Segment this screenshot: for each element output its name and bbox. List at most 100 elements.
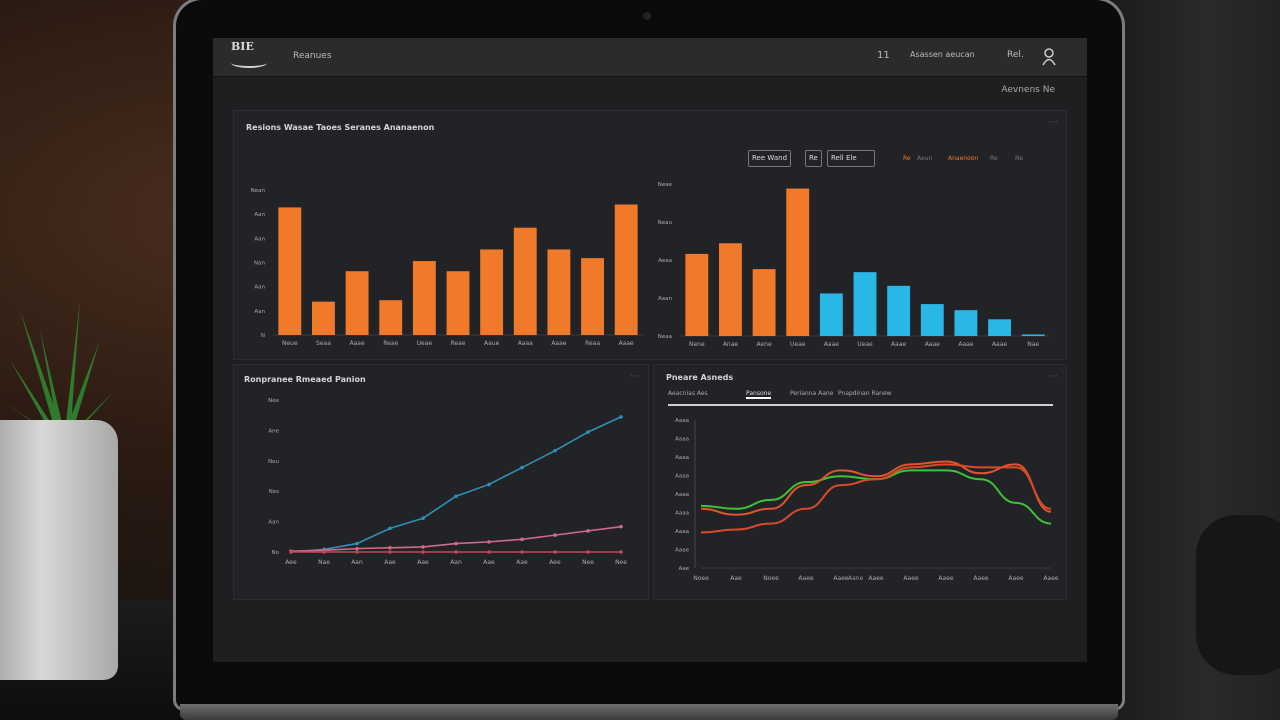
user-icon[interactable]	[1042, 48, 1056, 66]
data-point[interactable]	[388, 550, 392, 554]
data-point[interactable]	[520, 537, 524, 542]
y-tick-label: Neu	[268, 459, 279, 465]
nav-reanues[interactable]: Reanues	[293, 51, 332, 61]
y-tick-label: Aae	[678, 566, 689, 572]
y-tick-label: Aeaa	[658, 258, 672, 264]
data-point[interactable]	[520, 465, 524, 470]
data-point[interactable]	[421, 516, 425, 521]
bar[interactable]	[853, 272, 877, 336]
data-point[interactable]	[487, 540, 491, 544]
trend-tab-3[interactable]: Perianna Aane	[790, 390, 834, 397]
data-point[interactable]	[454, 494, 458, 499]
x-tick-label: Nae	[1027, 341, 1039, 348]
bar[interactable]	[752, 269, 776, 336]
bar[interactable]	[614, 204, 638, 336]
x-tick-label: Ueae	[790, 341, 806, 348]
filter-chip-3[interactable]: Rell Ele	[827, 150, 875, 167]
more-icon[interactable]: ⋯	[1048, 117, 1058, 128]
x-tick-label: Aaae	[992, 341, 1007, 348]
bar[interactable]	[480, 249, 504, 335]
plant-pot	[0, 420, 118, 680]
data-point[interactable]	[388, 526, 392, 531]
x-tick-label: Aae	[417, 559, 429, 566]
notification-count[interactable]: 11	[877, 50, 890, 61]
bar[interactable]	[719, 243, 742, 336]
data-point[interactable]	[586, 550, 590, 554]
data-point[interactable]	[619, 524, 623, 529]
bar[interactable]	[786, 188, 810, 336]
y-tick-label: Neaa	[658, 334, 672, 340]
data-point[interactable]	[355, 541, 359, 546]
data-point[interactable]	[553, 448, 557, 453]
data-point[interactable]	[388, 545, 392, 550]
line-more-icon[interactable]: ⋯	[630, 371, 640, 382]
x-tick-label: Seaa	[316, 340, 331, 347]
bar[interactable]	[345, 271, 369, 335]
x-tick-label: Ueae	[417, 340, 433, 347]
x-tick-label: Nene	[689, 341, 705, 348]
data-point[interactable]	[586, 430, 590, 434]
legend-item[interactable]: Aeun	[917, 155, 933, 162]
legend-item[interactable]: Anaenoon	[948, 155, 979, 162]
bar[interactable]	[312, 301, 335, 335]
y-tick-label: Nes	[269, 489, 279, 495]
data-point[interactable]	[289, 550, 293, 554]
bar[interactable]	[446, 271, 470, 335]
x-tick-label: Noee	[763, 575, 779, 582]
legend-item[interactable]: Ne	[1015, 155, 1024, 162]
data-point[interactable]	[619, 415, 623, 419]
data-point[interactable]	[553, 533, 557, 537]
x-tick-label: Nee	[582, 559, 594, 566]
trend-x-caption: Aane	[848, 575, 864, 582]
filter-chip-1[interactable]: Ree Wand	[748, 150, 792, 167]
data-point[interactable]	[454, 550, 458, 554]
x-tick-label: Aaee	[798, 575, 813, 582]
data-point[interactable]	[586, 529, 590, 533]
data-point[interactable]	[421, 550, 425, 554]
trend-tab-1[interactable]: Aeacnias Aes	[668, 390, 708, 397]
data-point[interactable]	[355, 546, 359, 551]
trend-more-icon[interactable]: ⋯	[1048, 371, 1058, 382]
x-tick-label: Aaae	[891, 341, 906, 348]
bar[interactable]	[412, 261, 436, 335]
y-tick-label: Aaaa	[675, 474, 689, 480]
series-line[interactable]	[290, 416, 622, 553]
bar[interactable]	[278, 207, 302, 335]
series-line[interactable]	[290, 525, 622, 552]
y-tick-label: Aaaa	[675, 511, 689, 517]
trend-tab-4[interactable]: Pnapdinan Ranew	[838, 390, 892, 397]
bar[interactable]	[819, 293, 843, 336]
legend-item[interactable]: Re	[903, 155, 911, 162]
data-point[interactable]	[553, 550, 557, 554]
data-point[interactable]	[520, 550, 524, 554]
filter-chip-2[interactable]: Re	[805, 150, 822, 167]
bar[interactable]	[988, 319, 1011, 336]
x-tick-label: Aae	[516, 559, 528, 566]
legend-item[interactable]: Re	[990, 155, 998, 162]
topbar-short-link[interactable]: Rel.	[1007, 50, 1024, 60]
subheader-link[interactable]: Aevnens Ne	[1001, 85, 1055, 95]
data-point[interactable]	[355, 550, 359, 554]
series-line[interactable]	[700, 463, 1052, 534]
data-point[interactable]	[619, 550, 623, 554]
data-point[interactable]	[421, 545, 425, 549]
data-point[interactable]	[322, 550, 326, 554]
x-tick-label: Aan	[351, 559, 363, 566]
data-point[interactable]	[454, 541, 458, 546]
bar[interactable]	[379, 300, 403, 335]
app-logo[interactable]: BIE	[231, 40, 254, 53]
bar[interactable]	[581, 258, 604, 335]
bar[interactable]	[547, 249, 571, 335]
series-line[interactable]	[700, 460, 1052, 516]
x-tick-label: Ueae	[857, 341, 873, 348]
bar[interactable]	[513, 227, 537, 335]
bar[interactable]	[887, 285, 911, 336]
topbar-link[interactable]: Asassen aeucan	[910, 50, 975, 59]
trend-tab-2[interactable]: Pansone	[746, 390, 772, 399]
bar[interactable]	[1021, 334, 1045, 336]
bar[interactable]	[920, 304, 944, 336]
bar[interactable]	[954, 310, 978, 336]
data-point[interactable]	[487, 482, 491, 487]
bar[interactable]	[685, 253, 709, 336]
data-point[interactable]	[487, 550, 491, 554]
